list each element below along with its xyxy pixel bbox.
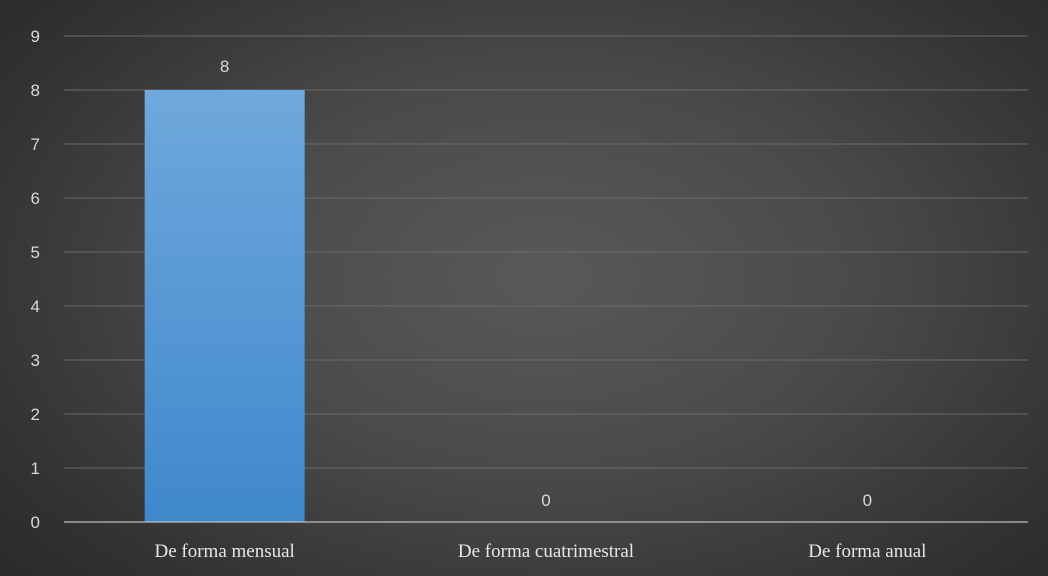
y-tick-label: 7 bbox=[31, 135, 40, 154]
y-tick-label: 0 bbox=[31, 513, 40, 532]
data-labels: 8 0 0 bbox=[220, 57, 872, 510]
y-tick-label: 9 bbox=[31, 27, 40, 46]
category-label: De forma cuatrimestral bbox=[458, 541, 634, 562]
bar bbox=[144, 90, 305, 522]
data-label: 0 bbox=[541, 491, 550, 510]
data-label: 8 bbox=[220, 57, 229, 76]
bars bbox=[144, 90, 305, 522]
y-tick-label: 6 bbox=[31, 189, 40, 208]
y-tick-label: 5 bbox=[31, 243, 40, 262]
y-tick-label: 4 bbox=[31, 297, 40, 316]
y-tick-label: 1 bbox=[31, 459, 40, 478]
category-label: De forma mensual bbox=[154, 541, 294, 562]
y-tick-label: 3 bbox=[31, 351, 40, 370]
y-tick-label: 8 bbox=[31, 81, 40, 100]
category-labels: De forma mensual De forma cuatrimestral De… bbox=[154, 541, 926, 562]
category-label: De forma anual bbox=[808, 541, 926, 562]
y-tick-label: 2 bbox=[31, 405, 40, 424]
y-axis-ticks: 0 1 2 3 4 5 6 7 8 9 bbox=[31, 27, 40, 532]
data-label: 0 bbox=[863, 491, 872, 510]
